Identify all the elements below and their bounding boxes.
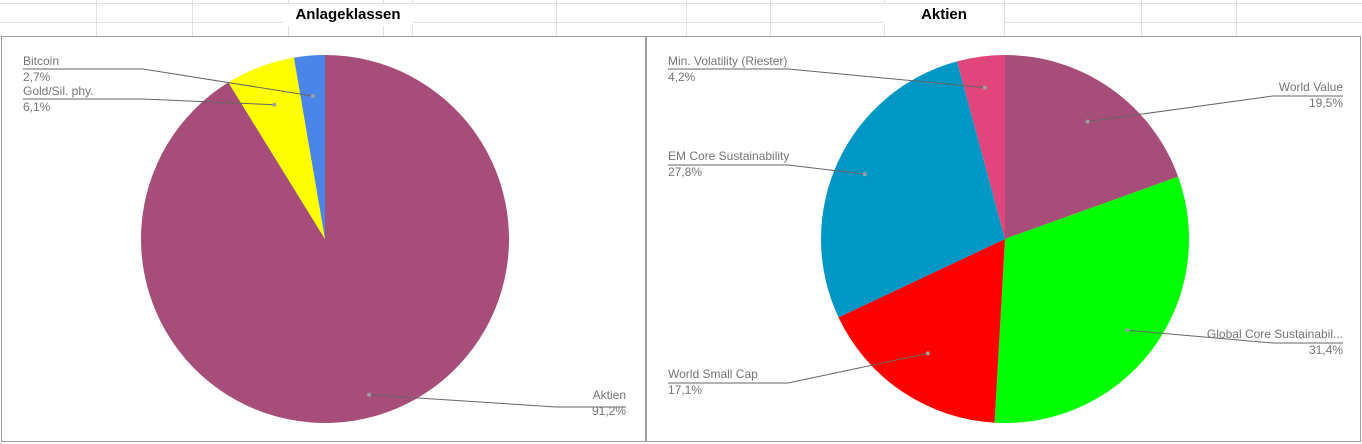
leader-line-min-volatility-riester: [668, 68, 985, 89]
header-aktien: Aktien: [884, 4, 1004, 26]
slice-label-world-small-cap: World Small Cap: [668, 367, 758, 381]
slice-value-em-core-sustainability: 27,8%: [668, 165, 702, 179]
slice-value-min-volatility-riester: 4,2%: [668, 70, 696, 84]
pie-chart-aktien: World Value 19,5% Global Core Sustainabil.…: [668, 54, 1344, 424]
pie-slice-bitcoin[interactable]: [293, 55, 325, 239]
slice-label-aktien: Aktien: [593, 388, 626, 402]
leader-dot-global-core-sustainabil: [1125, 328, 1130, 333]
slice-value-global-core-sustainabil: 31,4%: [1309, 343, 1343, 357]
slice-value-world-small-cap: 17,1%: [668, 383, 702, 397]
leader-dot-gold-sil-phy: [272, 102, 277, 107]
slice-value-gold-sil-phy: 6,1%: [23, 100, 51, 114]
slice-label-world-value: World Value: [1279, 80, 1344, 94]
pie-slice-gold-sil-phy[interactable]: [228, 57, 325, 239]
leader-dot-em-core-sustainability: [862, 172, 867, 177]
pie-slice-min-volatility-riester[interactable]: [957, 55, 1005, 239]
leader-line-em-core-sustainability: [668, 164, 865, 175]
slice-value-world-value: 19,5%: [1309, 96, 1343, 110]
leader-dot-aktien: [367, 392, 372, 397]
pie-slice-world-value[interactable]: [1005, 55, 1179, 239]
slice-label-min-volatility-riester: Min. Volatility (Riester): [668, 54, 787, 68]
chart-anlageklassen[interactable]: Aktien 91,2% Gold/Sil. phy. 6,1% Bitcoin 2,7%: [1, 36, 646, 442]
leader-line-world-small-cap: [668, 352, 928, 384]
pie-chart-anlageklassen: Aktien 91,2% Gold/Sil. phy. 6,1% Bitcoin 2,7%: [23, 54, 626, 424]
leader-line-bitcoin: [23, 68, 313, 97]
leader-line-world-value: [1087, 95, 1343, 123]
spreadsheet-header-grid: [0, 0, 1362, 36]
slice-label-em-core-sustainability: EM Core Sustainability: [668, 149, 789, 163]
leader-dot-world-value: [1085, 119, 1090, 124]
leader-dot-min-volatility-riester: [982, 85, 987, 90]
leader-line-aktien: [369, 394, 626, 408]
pie-slice-world-small-cap[interactable]: [838, 239, 1005, 423]
pie-slice-global-core-sustainabil[interactable]: [994, 176, 1190, 424]
header-anlageklassen: Anlageklassen: [283, 4, 413, 26]
slice-value-bitcoin: 2,7%: [23, 70, 51, 84]
chart-aktien[interactable]: World Value 19,5% Global Core Sustainabil.…: [646, 36, 1361, 442]
slice-label-global-core-sustainabil: Global Core Sustainabil...: [1207, 327, 1343, 341]
slice-label-bitcoin: Bitcoin: [23, 54, 59, 68]
leader-dot-bitcoin: [310, 94, 315, 98]
leader-line-global-core-sustainabil: [1127, 329, 1343, 344]
slice-value-aktien: 91,2%: [592, 404, 626, 418]
pie-slice-em-core-sustainability[interactable]: [821, 61, 1005, 318]
leader-line-gold-sil-phy: [23, 98, 275, 106]
pie-slice-aktien[interactable]: [141, 55, 510, 424]
leader-dot-world-small-cap: [925, 351, 930, 356]
slice-label-gold-sil-phy: Gold/Sil. phy.: [23, 84, 93, 98]
